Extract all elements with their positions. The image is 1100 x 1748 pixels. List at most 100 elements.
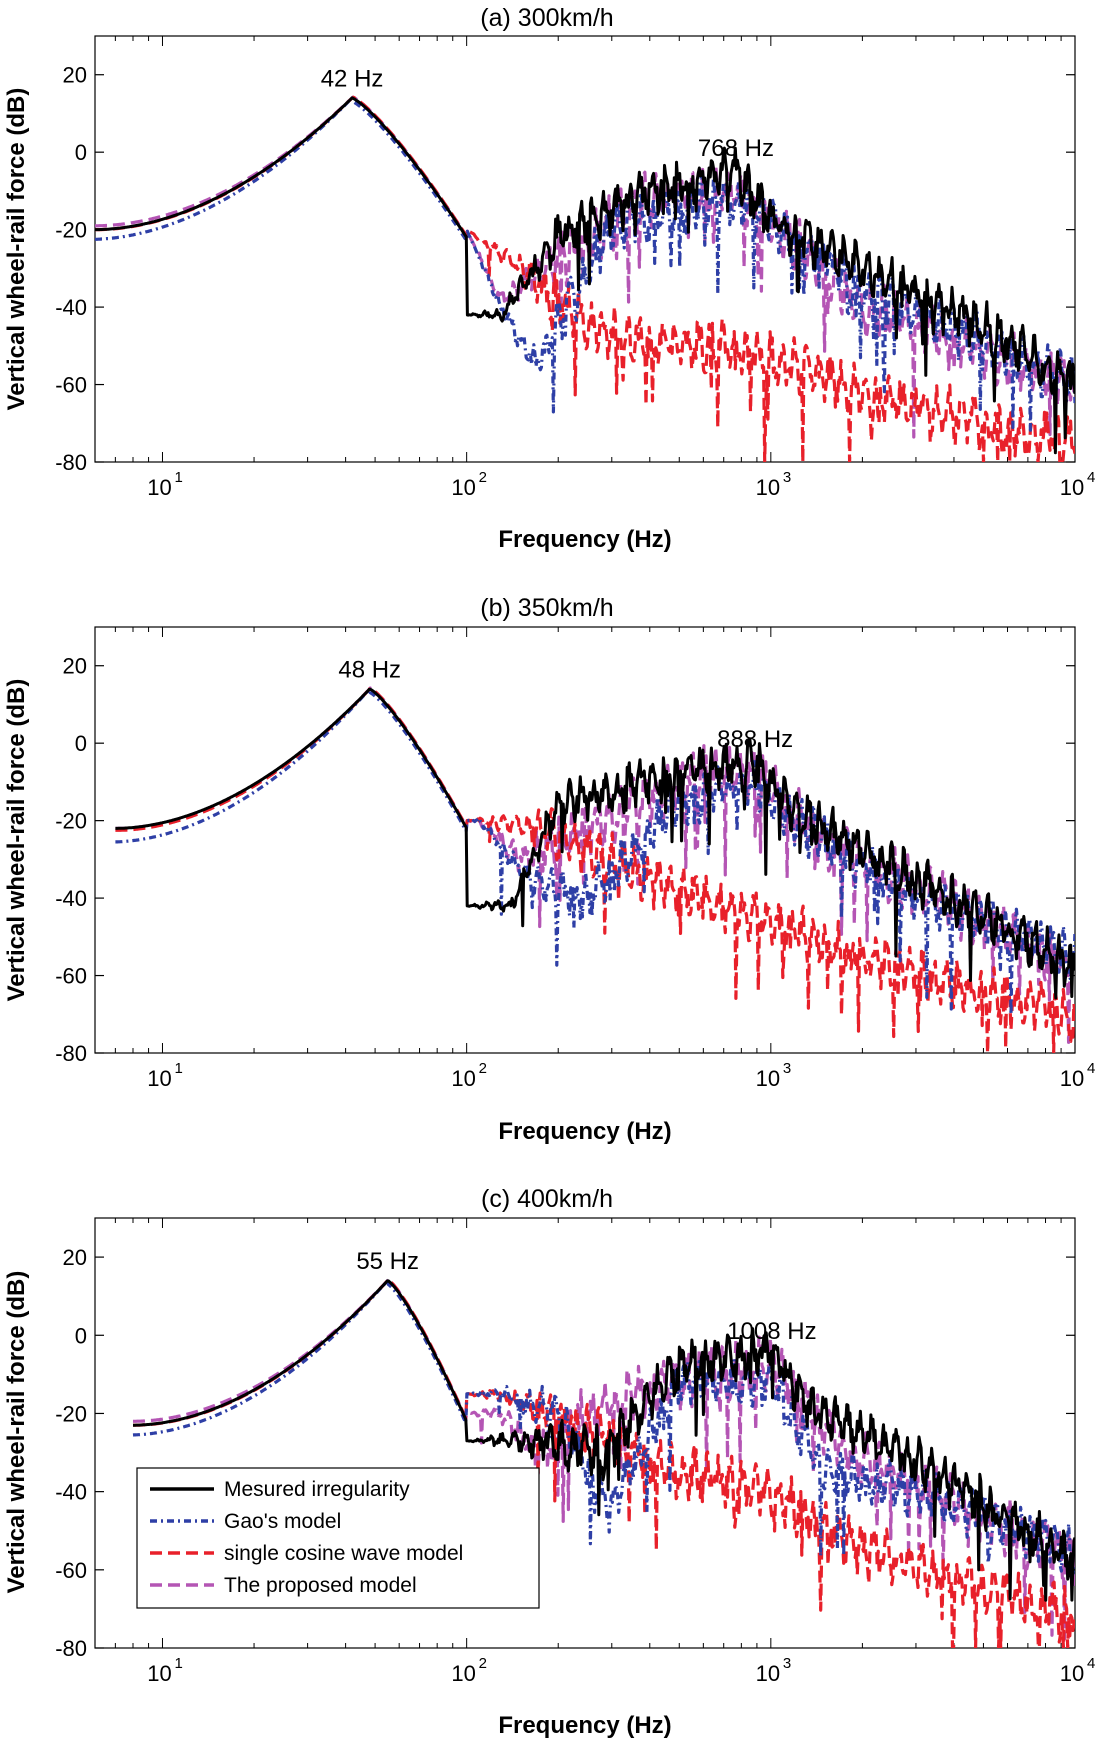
xtick-base: 10 xyxy=(451,475,475,500)
legend-label-proposed: The proposed model xyxy=(224,1574,417,1597)
ytick-label: -80 xyxy=(55,1636,87,1661)
ytick-label: -20 xyxy=(55,1401,87,1426)
annotation-label: 48 Hz xyxy=(338,656,401,683)
xtick-exponent: 2 xyxy=(479,469,487,486)
ytick-label: -60 xyxy=(55,1558,87,1583)
panel-a: (a) 300km/h 200-20-40-60-80 10 1 10 2 10 3 10 4… xyxy=(3,4,1095,553)
legend-entry: single cosine wave model xyxy=(150,1542,463,1565)
xtick-label: 10 4 xyxy=(1060,1060,1096,1091)
panel-a-title: (a) 300km/h xyxy=(480,4,613,32)
xtick-exponent: 4 xyxy=(1087,469,1095,486)
panel-c: (c) 400km/h 200-20-40-60-80 10 1 10 2 10 3 10 4… xyxy=(3,1185,1095,1739)
panel-b-annotations: 48 Hz 888 Hz xyxy=(338,656,793,753)
annotation-label: 1008 Hz xyxy=(727,1318,816,1345)
xtick-label: 10 2 xyxy=(451,1060,487,1091)
xtick-exponent: 1 xyxy=(174,1060,182,1077)
panel-c-xlabel: Frequency (Hz) xyxy=(498,1712,671,1739)
ytick-label: 0 xyxy=(75,1323,87,1348)
ytick-label: -40 xyxy=(55,886,87,911)
legend-entry: Gao's model xyxy=(150,1510,341,1533)
panel-b-xticks: 10 1 10 2 10 3 10 4 xyxy=(94,627,1096,1091)
xtick-label: 10 1 xyxy=(147,469,183,500)
series-line-cosine xyxy=(95,95,1075,462)
annotation-label: 42 Hz xyxy=(321,65,384,92)
ytick-label: -20 xyxy=(55,218,87,243)
xtick-exponent: 1 xyxy=(174,469,182,486)
panel-c-ylabel: Vertical wheel-rail force (dB) xyxy=(3,1271,30,1594)
xtick-base: 10 xyxy=(756,1066,780,1091)
xtick-base: 10 xyxy=(756,475,780,500)
ytick-label: 20 xyxy=(63,654,87,679)
panel-b-yticks: 20 0 -20 -40 -60 -80 xyxy=(55,654,1075,1066)
ytick-label: 20 xyxy=(63,1245,87,1270)
series-line-proposed xyxy=(132,1278,1075,1641)
ytick-label: -20 xyxy=(55,809,87,834)
panel-a-series xyxy=(95,95,1075,462)
panel-c-series xyxy=(132,1278,1075,1648)
ytick-label: -80 xyxy=(55,450,87,475)
panel-b-title: (b) 350km/h xyxy=(480,594,613,622)
panel-c-annotations: 55 Hz 1008 Hz xyxy=(356,1248,816,1345)
panel-a-plot-area xyxy=(94,35,1076,463)
panel-b-series xyxy=(114,686,1075,1053)
annotation-label: 55 Hz xyxy=(356,1248,419,1275)
panel-b-ylabel: Vertical wheel-rail force (dB) xyxy=(3,679,30,1002)
ytick-label: 0 xyxy=(75,731,87,756)
xtick-base: 10 xyxy=(451,1661,475,1686)
panel-c-title: (c) 400km/h xyxy=(481,1185,613,1213)
xtick-label: 10 3 xyxy=(756,1060,792,1091)
series-line-measured xyxy=(95,96,1075,455)
xtick-label: 10 3 xyxy=(756,469,792,500)
series-line-measured xyxy=(114,687,1075,1000)
series-line-measured xyxy=(132,1279,1075,1602)
xtick-label: 10 4 xyxy=(1060,469,1096,500)
xtick-exponent: 1 xyxy=(174,1655,182,1672)
xtick-label: 10 4 xyxy=(1060,1655,1096,1686)
legend: Mesured irregularity Gao's model single … xyxy=(136,1467,540,1609)
xtick-exponent: 2 xyxy=(479,1655,487,1672)
panel-a-xticks: 10 1 10 2 10 3 10 4 xyxy=(94,36,1096,500)
legend-label-measured: Mesured irregularity xyxy=(224,1478,410,1501)
xtick-base: 10 xyxy=(1060,475,1084,500)
legend-entry: Mesured irregularity xyxy=(150,1478,410,1501)
xtick-label: 10 2 xyxy=(451,1655,487,1686)
xtick-label: 10 3 xyxy=(756,1655,792,1686)
xtick-exponent: 4 xyxy=(1087,1060,1095,1077)
xtick-exponent: 3 xyxy=(783,469,791,486)
panel-c-yticks: 20 0 -20 -40 -60 -80 xyxy=(55,1245,1075,1661)
panel-a-yticks: 20 0 -20 -40 -60 -80 xyxy=(55,63,1075,475)
xtick-label: 10 2 xyxy=(451,469,487,500)
ytick-label: -40 xyxy=(55,1480,87,1505)
xtick-exponent: 3 xyxy=(783,1060,791,1077)
panel-a-xlabel: Frequency (Hz) xyxy=(498,526,671,553)
xtick-label: 10 1 xyxy=(147,1655,183,1686)
ytick-label: -40 xyxy=(55,295,87,320)
ytick-label: -80 xyxy=(55,1041,87,1066)
xtick-label: 10 1 xyxy=(147,1060,183,1091)
xtick-base: 10 xyxy=(147,1066,171,1091)
ytick-label: -60 xyxy=(55,373,87,398)
xtick-exponent: 3 xyxy=(783,1655,791,1672)
annotation-label: 888 Hz xyxy=(717,726,793,753)
xtick-base: 10 xyxy=(1060,1661,1084,1686)
legend-entry: The proposed model xyxy=(150,1574,417,1597)
xtick-base: 10 xyxy=(147,475,171,500)
series-line-gao xyxy=(95,96,1075,432)
xtick-exponent: 2 xyxy=(479,1060,487,1077)
ytick-label: 0 xyxy=(75,140,87,165)
ytick-label: -60 xyxy=(55,964,87,989)
panel-b: (b) 350km/h 200-20-40-60-80 10 1 10 2 10 3 10 4… xyxy=(3,594,1095,1145)
xtick-base: 10 xyxy=(451,1066,475,1091)
panel-b-xlabel: Frequency (Hz) xyxy=(498,1118,671,1145)
panel-c-xticks: 10 1 10 2 10 3 10 4 xyxy=(94,1218,1096,1686)
xtick-base: 10 xyxy=(756,1661,780,1686)
annotation-label: 768 Hz xyxy=(698,135,774,162)
xtick-base: 10 xyxy=(147,1661,171,1686)
panel-a-annotations: 42 Hz 768 Hz xyxy=(321,65,774,162)
legend-label-gao: Gao's model xyxy=(224,1510,341,1533)
series-line-gao xyxy=(132,1279,1075,1576)
series-line-gao xyxy=(114,688,1075,1017)
panel-a-ylabel: Vertical wheel-rail force (dB) xyxy=(3,88,30,411)
xtick-base: 10 xyxy=(1060,1066,1084,1091)
